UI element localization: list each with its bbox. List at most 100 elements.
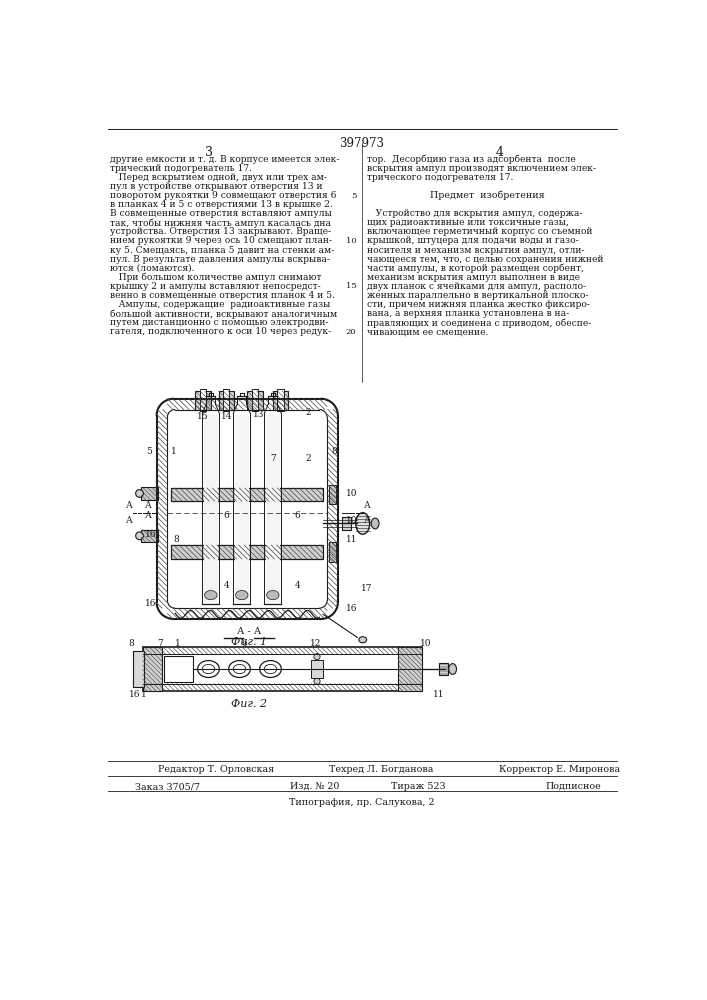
Text: 15: 15 (346, 282, 356, 290)
Bar (235, 415, 249, 603)
Text: А - А: А - А (237, 627, 261, 636)
Text: носителя и механизм вскрытия ампул, отли-: носителя и механизм вскрытия ампул, отли… (368, 246, 585, 255)
Text: большой активности, вскрывают аналогичным: большой активности, вскрывают аналогичны… (110, 309, 337, 319)
Text: А: А (146, 511, 152, 520)
Ellipse shape (204, 590, 217, 600)
Bar (143, 647, 162, 691)
Bar (171, 488, 323, 501)
Text: Тираж 523: Тираж 523 (391, 782, 445, 791)
Ellipse shape (259, 661, 281, 677)
Text: Техред Л. Богданова: Техред Л. Богданова (329, 765, 433, 774)
Text: 17: 17 (361, 584, 373, 593)
Text: чающееся тем, что, с целью сохранения нижней: чающееся тем, что, с целью сохранения ни… (368, 255, 604, 264)
Circle shape (314, 678, 320, 684)
Ellipse shape (359, 637, 367, 643)
Text: А: А (126, 516, 133, 525)
Bar (247, 391, 263, 410)
Bar (143, 647, 421, 691)
Text: 10: 10 (420, 639, 431, 648)
Text: вана, а верхняя планка установлена в на-: вана, а верхняя планка установлена в на- (368, 309, 570, 318)
Text: Подписное: Подписное (546, 782, 602, 791)
Text: А: А (364, 501, 370, 510)
Ellipse shape (371, 518, 379, 529)
Bar (341, 517, 351, 530)
Text: Ампулы, содержащие  радиоактивные газы: Ампулы, содержащие радиоактивные газы (110, 300, 330, 309)
Text: 16: 16 (145, 599, 156, 608)
Text: двух планок с ячейками для ампул, располо-: двух планок с ячейками для ампул, распол… (368, 282, 587, 291)
Text: 12: 12 (310, 639, 321, 648)
Text: Корректор Е. Миронова: Корректор Е. Миронова (499, 765, 620, 774)
Text: 14: 14 (221, 412, 232, 421)
Text: 6: 6 (223, 511, 229, 520)
Text: 1: 1 (141, 690, 147, 699)
Text: другие емкости и т. д. В корпусе имеется элек-: другие емкости и т. д. В корпусе имеется… (110, 155, 339, 164)
Ellipse shape (267, 590, 279, 600)
Text: В совмещенные отверстия вставляют ампулы: В совмещенные отверстия вставляют ампулы (110, 209, 332, 218)
Text: тор.  Десорбцию газа из адсорбента  после: тор. Десорбцию газа из адсорбента после (368, 155, 576, 164)
Ellipse shape (228, 661, 250, 677)
Bar (277, 389, 284, 411)
Text: поворотом рукоятки 9 совмещают отверстия 6: поворотом рукоятки 9 совмещают отверстия… (110, 191, 337, 200)
Text: 13: 13 (253, 410, 264, 419)
Text: щих радиоактивные или токсичные газы,: щих радиоактивные или токсичные газы, (368, 218, 569, 227)
Text: При большом количестве ампул снимают: При большом количестве ампул снимают (110, 273, 322, 282)
Text: Типография, пр. Салукова, 2: Типография, пр. Салукова, 2 (289, 798, 435, 807)
Circle shape (136, 490, 144, 497)
Text: Перед вскрытием одной, двух или трех ам-: Перед вскрытием одной, двух или трех ам- (110, 173, 327, 182)
Circle shape (136, 532, 144, 540)
Text: нием рукоятки 9 через ось 10 смещают план-: нием рукоятки 9 через ось 10 смещают пла… (110, 236, 332, 245)
Text: ются (ломаются).: ются (ломаются). (110, 264, 194, 273)
Text: Фиг. 2: Фиг. 2 (230, 699, 267, 709)
Bar (141, 530, 158, 542)
Text: чивающим ее смещение.: чивающим ее смещение. (368, 327, 489, 336)
Bar (311, 660, 323, 678)
Text: венно в совмещенные отверстия планок 4 и 5.: венно в совмещенные отверстия планок 4 и… (110, 291, 335, 300)
Text: 5: 5 (146, 447, 152, 456)
Text: 3: 3 (204, 146, 213, 159)
Ellipse shape (198, 661, 219, 677)
Text: 16: 16 (346, 604, 357, 613)
Bar (398, 647, 421, 691)
Bar (438, 663, 448, 675)
Text: правляющих и соединена с приводом, обеспе-: правляющих и соединена с приводом, обесп… (368, 318, 592, 328)
Text: 11: 11 (346, 535, 357, 544)
Bar (273, 391, 288, 410)
Text: 8: 8 (331, 447, 337, 456)
Text: А: А (146, 500, 152, 510)
Bar (266, 415, 280, 603)
Text: 7: 7 (270, 454, 276, 463)
Text: Предмет  изобретения: Предмет изобретения (430, 191, 545, 200)
Text: Редактор Т. Орловская: Редактор Т. Орловская (158, 765, 274, 774)
Bar (200, 389, 206, 411)
Ellipse shape (356, 513, 370, 534)
Text: 10: 10 (346, 516, 357, 525)
Text: Изд. № 20: Изд. № 20 (290, 782, 339, 791)
Circle shape (314, 654, 320, 660)
Text: 6: 6 (241, 639, 247, 648)
Text: устройства. Отверстия 13 закрывают. Враще-: устройства. Отверстия 13 закрывают. Вращ… (110, 227, 331, 236)
Bar (218, 391, 234, 410)
Bar (134, 651, 144, 687)
Text: 20: 20 (346, 328, 356, 336)
Text: 4: 4 (295, 581, 300, 590)
Text: пул. В результате давления ампулы вскрыва-: пул. В результате давления ампулы вскрыв… (110, 255, 330, 264)
Text: 1: 1 (175, 639, 180, 648)
Text: 16: 16 (129, 690, 141, 699)
Text: трического подогревателя 17.: трического подогревателя 17. (368, 173, 514, 182)
Bar (171, 545, 323, 559)
Ellipse shape (235, 590, 248, 600)
Text: 11: 11 (433, 690, 445, 699)
Bar (252, 389, 258, 411)
Text: 8: 8 (174, 535, 180, 544)
Text: сти, причем нижняя планка жестко фиксиро-: сти, причем нижняя планка жестко фиксиро… (368, 300, 590, 309)
Bar (204, 415, 218, 603)
Bar (329, 542, 337, 562)
Text: 2: 2 (305, 454, 311, 463)
Text: 15: 15 (197, 412, 209, 421)
Text: 8: 8 (128, 639, 134, 648)
Text: включающее герметичный корпус со съемной: включающее герметичный корпус со съемной (368, 227, 593, 236)
Text: А: А (126, 501, 133, 510)
Text: так, чтобы нижняя часть ампул касалась дна: так, чтобы нижняя часть ампул касалась д… (110, 218, 331, 228)
Text: крышку 2 и ампулы вставляют непосредст-: крышку 2 и ампулы вставляют непосредст- (110, 282, 321, 291)
Text: Заказ 3705/7: Заказ 3705/7 (135, 782, 200, 791)
